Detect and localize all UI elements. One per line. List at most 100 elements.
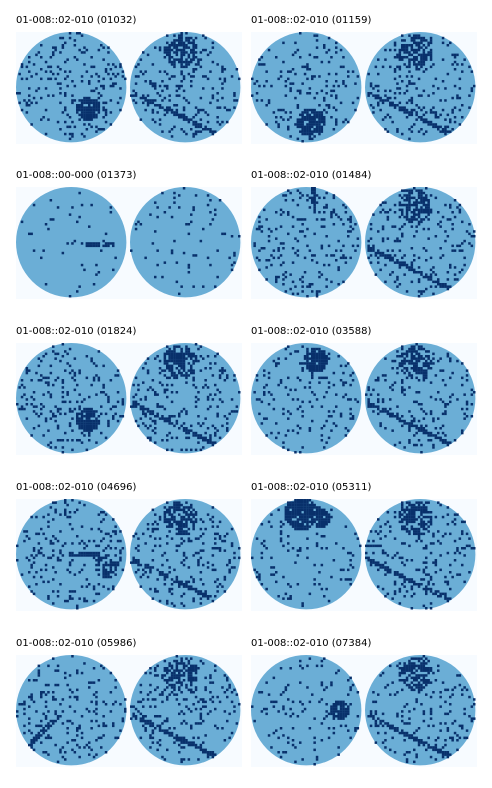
- defect-die: [299, 197, 302, 200]
- defect-die: [185, 66, 188, 69]
- defect-die: [372, 545, 375, 548]
- defect-die: [50, 542, 53, 545]
- defect-die: [323, 206, 326, 209]
- defect-die: [192, 377, 195, 380]
- defect-die: [280, 264, 283, 267]
- defect-die: [71, 439, 74, 442]
- defect-die: [90, 701, 93, 704]
- defect-die: [287, 535, 290, 538]
- defect-die: [454, 523, 457, 526]
- defect-die: [437, 595, 440, 598]
- defect-die: [415, 530, 418, 533]
- defect-die: [285, 506, 288, 509]
- defect-die: [389, 273, 392, 276]
- defect-die: [342, 569, 345, 572]
- defect-die: [178, 87, 181, 90]
- defect-die: [304, 133, 307, 136]
- defect-die: [173, 42, 176, 45]
- defect-die: [444, 87, 447, 90]
- defect-die: [292, 713, 295, 716]
- defect-die: [192, 667, 195, 670]
- defect-die: [301, 499, 304, 502]
- defect-die: [394, 97, 397, 100]
- defect-die: [403, 51, 406, 54]
- defect-die: [396, 415, 399, 418]
- defect-die: [171, 437, 174, 440]
- defect-die: [147, 94, 150, 97]
- defect-die: [176, 677, 179, 680]
- defect-die: [110, 242, 113, 245]
- defect-die: [16, 92, 19, 95]
- defect-die: [313, 123, 316, 126]
- defect-die: [28, 99, 31, 102]
- defect-die: [192, 75, 195, 78]
- defect-die: [140, 713, 143, 716]
- defect-die: [328, 513, 331, 516]
- defect-die: [98, 111, 101, 114]
- defect-die: [309, 114, 312, 117]
- defect-die: [214, 725, 217, 728]
- defect-die: [435, 427, 438, 430]
- defect-die: [316, 261, 319, 264]
- defect-die: [64, 42, 67, 45]
- defect-die: [427, 237, 430, 240]
- defect-die: [98, 552, 101, 555]
- defect-die: [418, 271, 421, 274]
- defect-die: [442, 80, 445, 83]
- defect-die: [313, 357, 316, 360]
- defect-die: [273, 360, 276, 363]
- defect-die: [176, 94, 179, 97]
- defect-die: [349, 257, 352, 260]
- defect-die: [83, 415, 86, 418]
- defect-die: [299, 278, 302, 281]
- defect-die: [204, 367, 207, 370]
- defect-die: [330, 216, 333, 219]
- defect-die: [287, 78, 290, 81]
- defect-die: [207, 78, 210, 81]
- defect-die: [330, 415, 333, 418]
- defect-die: [461, 221, 464, 224]
- defect-die: [325, 547, 328, 550]
- defect-die: [86, 49, 89, 52]
- defect-die: [391, 597, 394, 600]
- defect-die: [311, 506, 314, 509]
- defect-die: [81, 116, 84, 119]
- defect-die: [396, 552, 399, 555]
- defect-die: [430, 37, 433, 40]
- defect-die: [152, 530, 155, 533]
- defect-die: [93, 420, 96, 423]
- defect-die: [164, 389, 167, 392]
- defect-die: [367, 386, 370, 389]
- defect-die: [277, 509, 280, 512]
- defect-die: [399, 49, 402, 52]
- defect-die: [35, 90, 38, 93]
- defect-die: [292, 501, 295, 504]
- defect-die: [328, 357, 331, 360]
- defect-die: [425, 111, 428, 114]
- defect-die: [188, 679, 191, 682]
- defect-die: [297, 425, 300, 428]
- defect-die: [406, 501, 409, 504]
- defect-die: [347, 708, 350, 711]
- defect-die: [114, 75, 117, 78]
- defect-die: [197, 537, 200, 540]
- wafer-map-pair: [251, 32, 477, 144]
- defect-die: [168, 662, 171, 665]
- defect-die: [415, 350, 418, 353]
- defect-die: [456, 54, 459, 57]
- defect-die: [444, 439, 447, 442]
- defect-die: [316, 34, 319, 37]
- defect-die: [154, 669, 157, 672]
- defect-die: [190, 37, 193, 40]
- defect-die: [178, 509, 181, 512]
- defect-die: [442, 441, 445, 444]
- defect-die: [287, 597, 290, 600]
- defect-die: [294, 521, 297, 524]
- defect-die: [403, 216, 406, 219]
- defect-die: [95, 365, 98, 368]
- defect-die: [45, 223, 48, 226]
- defect-die: [190, 669, 193, 672]
- defect-die: [50, 393, 53, 396]
- defect-die: [461, 564, 464, 567]
- defect-die: [411, 348, 414, 351]
